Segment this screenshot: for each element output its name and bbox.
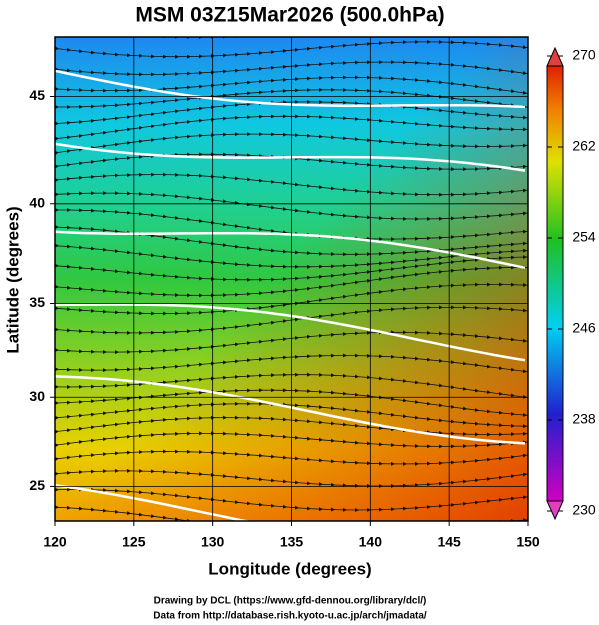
colorbar-label: 246 xyxy=(572,320,596,336)
x-tick-label: 150 xyxy=(516,534,540,550)
streamline xyxy=(55,60,528,77)
colorbar-top xyxy=(546,46,564,67)
y-tick-label: 35 xyxy=(29,294,45,310)
colorbar-label: 270 xyxy=(572,47,596,63)
streamline xyxy=(55,132,528,155)
y-tick-label: 40 xyxy=(29,194,45,210)
streamline xyxy=(55,431,528,449)
streamline xyxy=(55,449,528,466)
colorbar-label: 254 xyxy=(572,229,596,245)
x-tick-label: 125 xyxy=(122,534,146,550)
contour xyxy=(55,230,526,270)
colorbar xyxy=(546,46,564,521)
footer-line: Data from http://database.rish.kyoto-u.a… xyxy=(153,611,427,622)
contour xyxy=(55,69,526,109)
y-tick-label: 30 xyxy=(29,388,45,404)
x-tick-label: 130 xyxy=(201,534,225,550)
footer-line: Drawing by DCL (https://www.gfd-dennou.o… xyxy=(154,596,427,607)
streamline xyxy=(55,468,528,489)
contour xyxy=(55,375,526,445)
x-tick-label: 135 xyxy=(280,534,304,550)
colorbar-label: 230 xyxy=(572,502,596,518)
y-tick-label: 25 xyxy=(29,477,45,493)
chart-title: MSM 03Z15Mar2026 (500.0hPa) xyxy=(135,4,444,27)
x-tick-label: 140 xyxy=(359,534,383,550)
x-tick-label: 120 xyxy=(43,534,67,550)
colorbar-bottom xyxy=(546,500,564,521)
x-tick-label: 145 xyxy=(437,534,461,550)
streamline xyxy=(55,505,528,521)
colorbar-label: 238 xyxy=(572,411,596,427)
contour xyxy=(55,484,252,521)
x-axis-label: Longitude (degrees) xyxy=(208,559,371,578)
colorbar-body xyxy=(546,65,564,502)
colorbar-label: 262 xyxy=(572,138,596,154)
streamline xyxy=(55,372,528,399)
streamline xyxy=(55,114,528,141)
plot-frame xyxy=(54,36,529,522)
y-tick-label: 45 xyxy=(29,87,45,103)
contour xyxy=(55,303,526,362)
contour xyxy=(55,142,526,172)
streamline xyxy=(55,353,528,374)
y-axis-label: Latitude (degrees) xyxy=(3,206,22,353)
streamlines xyxy=(55,37,528,521)
streamline xyxy=(55,330,528,355)
streamline xyxy=(55,39,528,59)
